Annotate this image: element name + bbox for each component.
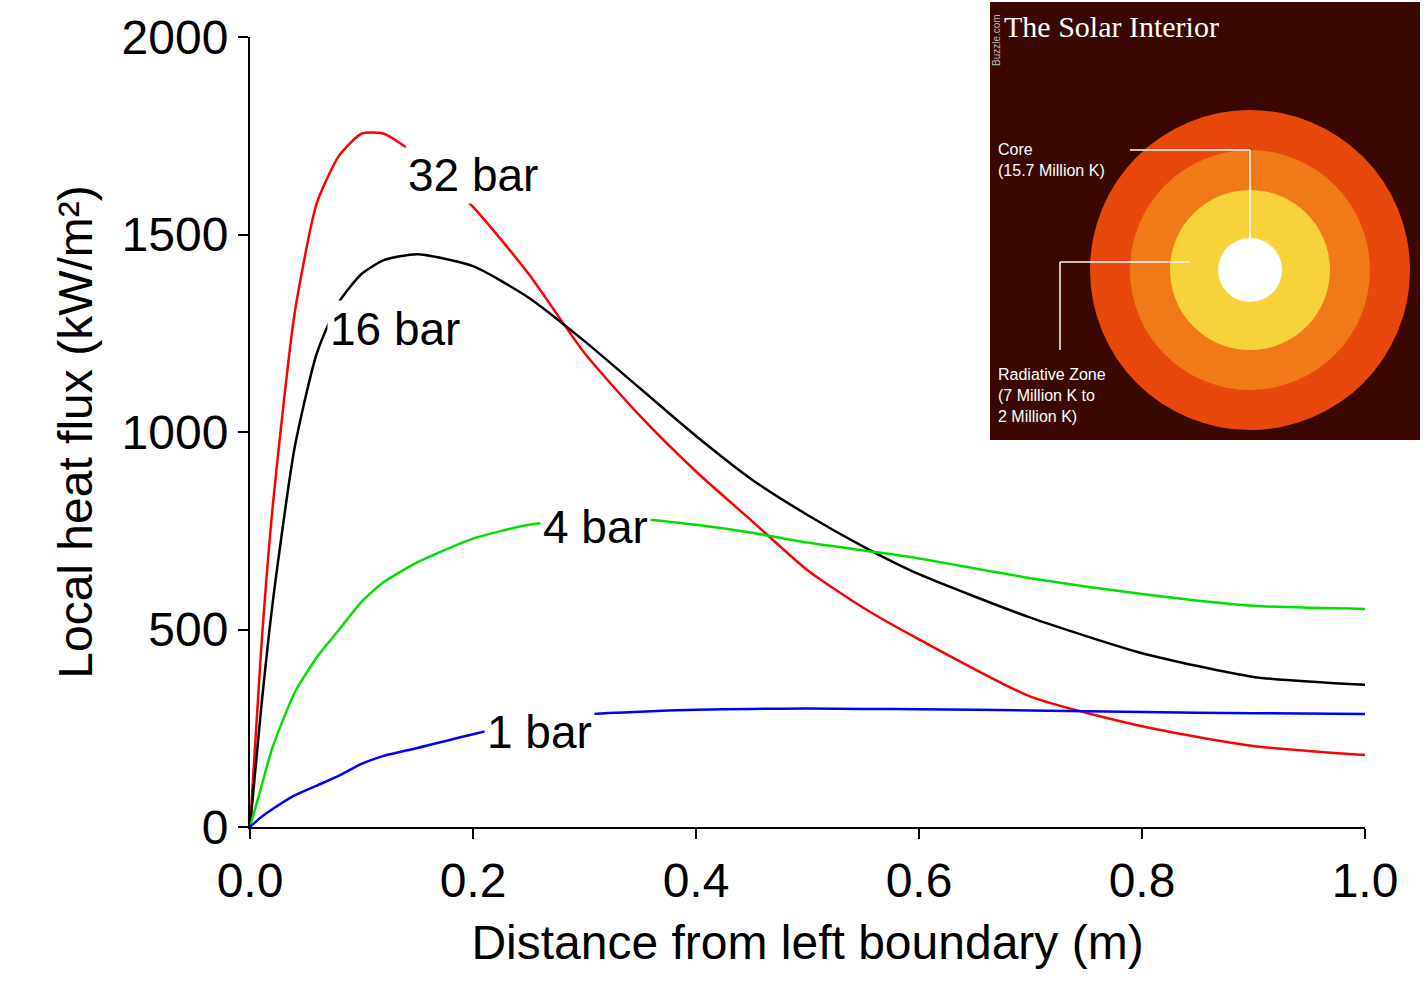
svg-text:32 bar: 32 bar xyxy=(408,149,538,201)
svg-text:Core(15.7 Million K): Core(15.7 Million K) xyxy=(998,141,1105,179)
svg-text:500: 500 xyxy=(148,603,228,656)
svg-text:0.2: 0.2 xyxy=(440,854,507,907)
svg-text:0.4: 0.4 xyxy=(663,854,730,907)
svg-text:1500: 1500 xyxy=(122,208,229,261)
svg-text:1000: 1000 xyxy=(122,406,229,459)
svg-text:The Solar Interior: The Solar Interior xyxy=(1004,10,1219,43)
svg-text:Local heat flux (kW/m²): Local heat flux (kW/m²) xyxy=(49,185,102,678)
svg-text:Radiative Zone(7 Million K to2: Radiative Zone(7 Million K to2 Million K… xyxy=(998,366,1106,425)
svg-text:2000: 2000 xyxy=(122,11,229,64)
svg-text:0.8: 0.8 xyxy=(1109,854,1176,907)
svg-text:Buzzle.com: Buzzle.com xyxy=(991,14,1002,66)
svg-text:0.0: 0.0 xyxy=(217,854,284,907)
svg-text:4 bar: 4 bar xyxy=(543,501,648,553)
svg-text:16 bar: 16 bar xyxy=(330,303,460,355)
svg-text:Distance from left boundary (m: Distance from left boundary (m) xyxy=(471,916,1143,969)
svg-text:1.0: 1.0 xyxy=(1332,854,1399,907)
svg-text:0: 0 xyxy=(202,801,229,854)
svg-text:0.6: 0.6 xyxy=(886,854,953,907)
svg-text:1 bar: 1 bar xyxy=(487,706,592,758)
